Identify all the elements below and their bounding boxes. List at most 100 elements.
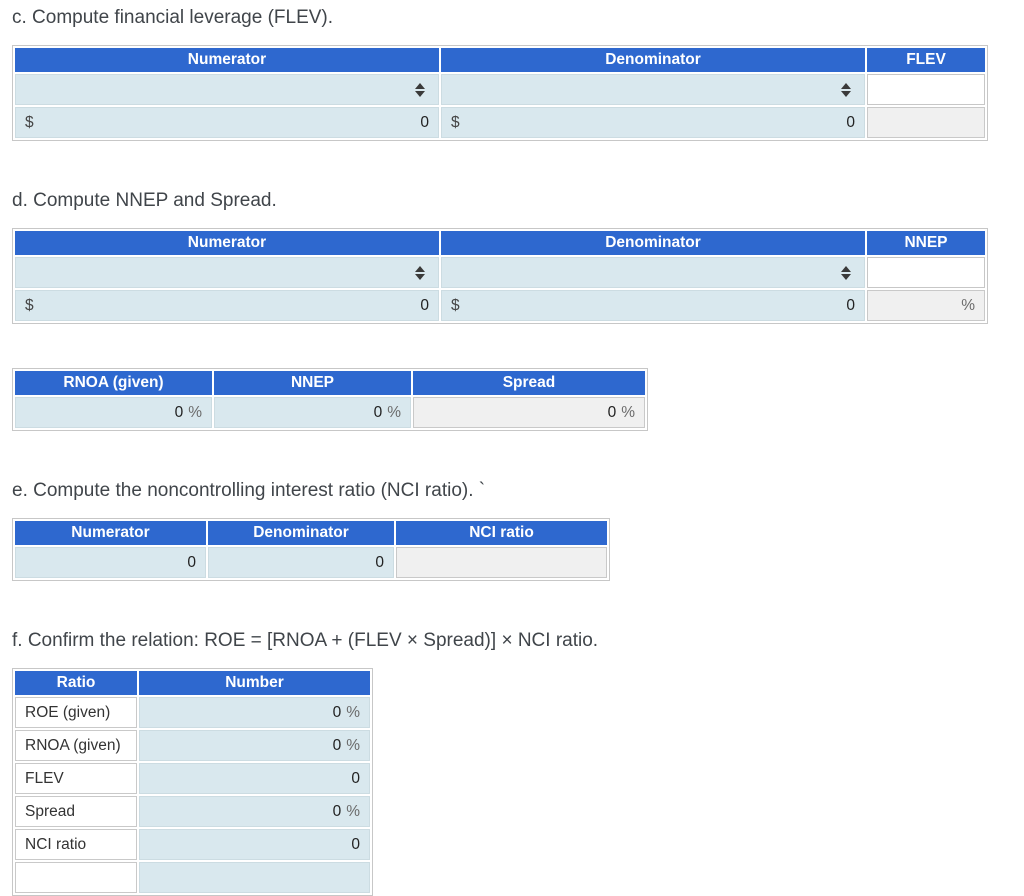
table-header-row: RNOA (given) NNEP Spread <box>15 371 645 395</box>
section-c-title: c. Compute financial leverage (FLEV). <box>12 7 334 28</box>
percent-suffix: % <box>387 403 401 421</box>
amount-value: 0 <box>332 736 342 754</box>
table-header-row: Numerator Denominator FLEV <box>15 48 985 72</box>
nci-denominator-input[interactable]: 0 <box>208 547 394 578</box>
nci-denominator-header: Denominator <box>208 521 394 545</box>
table-header-row: Ratio Number <box>15 671 370 695</box>
table-row: FLEV 0 <box>15 763 370 794</box>
nnep-computed-cell: % <box>867 290 985 321</box>
percent-suffix: % <box>346 802 360 820</box>
percent-suffix: % <box>621 403 635 421</box>
spread-label: Spread <box>15 796 137 827</box>
flev-denominator-header: Denominator <box>441 48 865 72</box>
table-row-partial <box>15 862 370 893</box>
partial-row-value-cell <box>139 862 370 893</box>
nnep-numerator-select[interactable] <box>15 257 439 288</box>
row-label: ROE (given) <box>25 703 111 721</box>
currency-symbol: $ <box>25 296 34 314</box>
table-row: NCI ratio 0 <box>15 829 370 860</box>
table-row <box>15 74 985 105</box>
roe-given-label: ROE (given) <box>15 697 137 728</box>
nnep-denominator-amount-input[interactable]: $0 <box>441 290 865 321</box>
rnoa-given-header: RNOA (given) <box>15 371 212 395</box>
ratio-header: Ratio <box>15 671 137 695</box>
nci-ratio-computed-cell <box>396 547 607 578</box>
section-d-title: d. Compute NNEP and Spread. <box>12 190 277 211</box>
roe-given-input[interactable]: 0% <box>139 697 370 728</box>
flev-result-input[interactable] <box>867 74 985 105</box>
select-updown-icon <box>841 265 851 280</box>
row-label: FLEV <box>25 769 64 787</box>
amount-value: 0 <box>420 296 429 314</box>
spread-value-input[interactable]: 0% <box>139 796 370 827</box>
amount-value: 0 <box>187 553 196 571</box>
spread-computed-cell: 0% <box>413 397 645 428</box>
table-row: 0 0 <box>15 547 607 578</box>
amount-value: 0 <box>846 113 855 131</box>
select-updown-icon <box>415 82 425 97</box>
flev-computed-cell <box>867 107 985 138</box>
table-row <box>15 257 985 288</box>
row-label: RNOA (given) <box>25 736 121 754</box>
section-f-title: f. Confirm the relation: ROE = [RNOA + (… <box>12 630 599 651</box>
table-row: Spread 0% <box>15 796 370 827</box>
spread-header: Spread <box>413 371 645 395</box>
flev-numerator-amount-input[interactable]: $0 <box>15 107 439 138</box>
row-label: NCI ratio <box>25 835 87 853</box>
flev-numerator-select[interactable] <box>15 74 439 105</box>
amount-value: 0 <box>351 835 360 853</box>
nnep-numerator-header: Numerator <box>15 231 439 255</box>
currency-symbol: $ <box>451 113 460 131</box>
section-e-title: e. Compute the noncontrolling interest r… <box>12 480 486 501</box>
table-row: 0% 0% 0% <box>15 397 645 428</box>
amount-value: 0 <box>373 403 383 421</box>
table-row: $0 $0 <box>15 107 985 138</box>
number-header: Number <box>139 671 370 695</box>
percent-suffix: % <box>188 403 202 421</box>
amount-value: 0 <box>332 802 342 820</box>
nci-numerator-input[interactable]: 0 <box>15 547 206 578</box>
percent-suffix: % <box>961 296 975 314</box>
amount-value: 0 <box>420 113 429 131</box>
flev-denominator-amount-input[interactable]: $0 <box>441 107 865 138</box>
spread-summary-table: RNOA (given) NNEP Spread 0% 0% 0% <box>12 368 648 431</box>
percent-suffix: % <box>346 736 360 754</box>
nnep-result-header: NNEP <box>867 231 985 255</box>
rnoa-given-label: RNOA (given) <box>15 730 137 761</box>
nnep-value-input[interactable]: 0% <box>214 397 411 428</box>
rnoa-given-input[interactable]: 0% <box>139 730 370 761</box>
nnep-header: NNEP <box>214 371 411 395</box>
row-label: Spread <box>25 802 75 820</box>
flev-denominator-select[interactable] <box>441 74 865 105</box>
table-row: RNOA (given) 0% <box>15 730 370 761</box>
roe-confirm-table: Ratio Number ROE (given) 0% RNOA (given)… <box>12 668 373 896</box>
table-row: $0 $0 % <box>15 290 985 321</box>
flev-table: Numerator Denominator FLEV $0 $0 <box>12 45 988 141</box>
nci-ratio-table: Numerator Denominator NCI ratio 0 0 <box>12 518 610 581</box>
amount-value: 0 <box>375 553 384 571</box>
currency-symbol: $ <box>451 296 460 314</box>
amount-value: 0 <box>607 403 617 421</box>
rnoa-given-input[interactable]: 0% <box>15 397 212 428</box>
amount-value: 0 <box>351 769 360 787</box>
amount-value: 0 <box>332 703 342 721</box>
nci-ratio-label: NCI ratio <box>15 829 137 860</box>
flev-numerator-header: Numerator <box>15 48 439 72</box>
nnep-table: Numerator Denominator NNEP $0 $0 % <box>12 228 988 324</box>
nci-ratio-value-input[interactable]: 0 <box>139 829 370 860</box>
select-updown-icon <box>415 265 425 280</box>
flev-value-input[interactable]: 0 <box>139 763 370 794</box>
table-header-row: Numerator Denominator NNEP <box>15 231 985 255</box>
table-header-row: Numerator Denominator NCI ratio <box>15 521 607 545</box>
nnep-denominator-header: Denominator <box>441 231 865 255</box>
nci-numerator-header: Numerator <box>15 521 206 545</box>
nnep-result-input[interactable] <box>867 257 985 288</box>
nci-ratio-header: NCI ratio <box>396 521 607 545</box>
amount-value: 0 <box>174 403 184 421</box>
select-updown-icon <box>841 82 851 97</box>
table-row: ROE (given) 0% <box>15 697 370 728</box>
nnep-denominator-select[interactable] <box>441 257 865 288</box>
currency-symbol: $ <box>25 113 34 131</box>
nnep-numerator-amount-input[interactable]: $0 <box>15 290 439 321</box>
flev-result-header: FLEV <box>867 48 985 72</box>
